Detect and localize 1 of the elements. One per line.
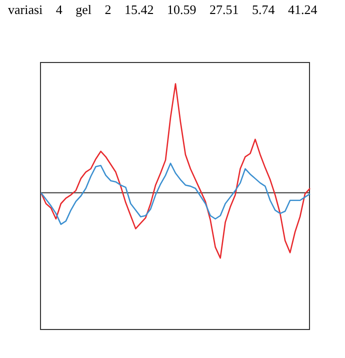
text: variasi 4 gel 2 15.42 10.59 27.51 5.74 41.24 (8, 2, 318, 18)
